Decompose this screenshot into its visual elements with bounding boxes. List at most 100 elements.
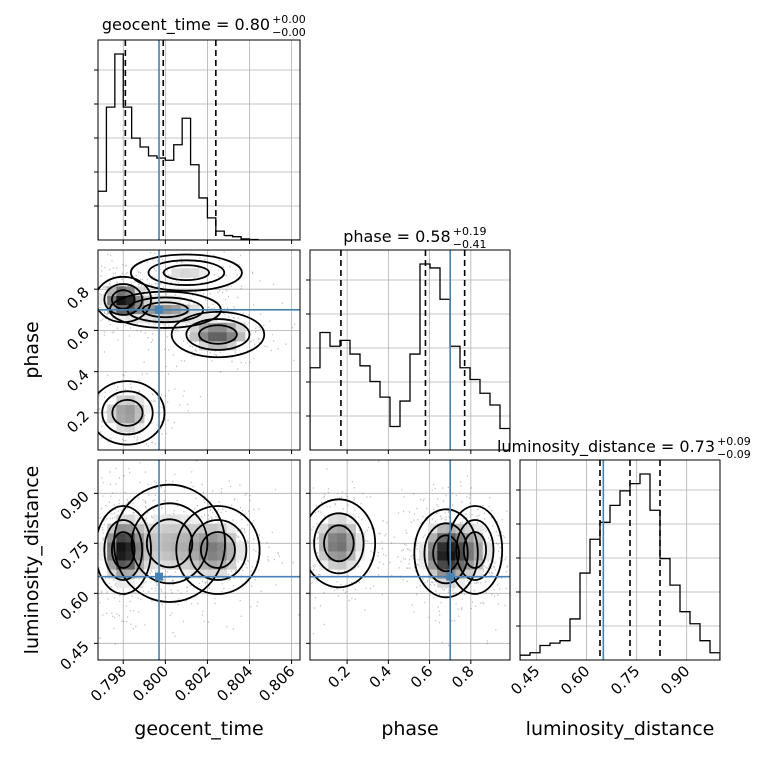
truth-marker <box>155 572 164 581</box>
density-cell <box>180 560 191 570</box>
density-cell <box>125 523 136 534</box>
contour-line <box>432 534 460 573</box>
density-cell <box>199 340 209 351</box>
density-cell <box>419 560 429 570</box>
density-cell <box>217 569 228 579</box>
y-axis-label-luminosity_distance: luminosity_distance <box>21 466 43 655</box>
panel-frame <box>309 249 511 451</box>
density-cell <box>346 514 356 525</box>
density-cell <box>134 541 145 552</box>
density-cell <box>116 550 127 561</box>
density-cell <box>473 560 484 570</box>
density-cell <box>171 514 182 525</box>
contour-line <box>129 253 243 292</box>
title-plus: +0.00 <box>272 13 306 26</box>
histogram-panel-phase <box>306 249 511 454</box>
x-tick-label: 0.804 <box>213 662 256 705</box>
density-cell <box>143 404 154 415</box>
density-cell <box>162 313 172 324</box>
density-cell <box>208 550 218 561</box>
density-cell <box>134 422 145 433</box>
density-cell <box>171 523 182 534</box>
y-tick-label: 0.2 <box>63 407 93 437</box>
panels <box>94 39 721 664</box>
y-axis-label-phase: phase <box>21 321 43 378</box>
contour-line <box>162 264 210 282</box>
density-cell <box>199 268 209 278</box>
density-cell <box>180 550 191 561</box>
histogram-line <box>310 263 510 450</box>
density-cell <box>134 404 145 415</box>
density-cell <box>208 560 218 570</box>
density-cell <box>153 541 163 552</box>
density-cell <box>153 532 163 543</box>
density-cell <box>437 523 447 534</box>
density-cell <box>437 569 447 579</box>
contour-line <box>198 324 238 345</box>
contour-line <box>323 524 355 563</box>
density-cell <box>455 578 466 588</box>
density-cell <box>217 550 228 561</box>
density-cell <box>107 286 117 296</box>
contour-line <box>103 519 144 581</box>
y-tick-label: 0.60 <box>56 587 92 623</box>
panel-frame <box>519 459 721 661</box>
density-cell <box>319 560 329 570</box>
density-cell <box>107 523 117 534</box>
density-cell <box>217 340 228 351</box>
density-cell <box>337 514 347 525</box>
density-cell <box>162 541 172 552</box>
density-cell <box>162 523 172 534</box>
density-cell <box>473 541 484 552</box>
density-cell <box>235 331 246 342</box>
contour-line <box>110 289 136 310</box>
contour-line <box>313 512 365 575</box>
density-cell <box>226 331 237 342</box>
density-cell <box>199 331 209 342</box>
density-cell <box>226 560 237 570</box>
density-cell <box>171 532 182 543</box>
density-cell <box>116 532 127 543</box>
density-cell <box>455 541 466 552</box>
density-cell <box>162 560 172 570</box>
contour-line <box>111 398 144 427</box>
density-cell <box>428 560 438 570</box>
density-cell <box>482 550 493 561</box>
contour-line <box>145 518 194 569</box>
y-tick-label: 0.45 <box>56 637 92 673</box>
density-cell <box>235 322 246 333</box>
density-cell <box>473 532 484 543</box>
title-plus: +0.19 <box>453 225 487 238</box>
density-cell <box>162 532 172 543</box>
contour-line <box>98 505 152 595</box>
density-cell <box>455 569 466 579</box>
density-cell <box>116 560 127 570</box>
panel-frame <box>97 459 301 661</box>
contour-line <box>188 519 248 581</box>
density-cell <box>143 532 154 543</box>
density-cell <box>208 340 218 351</box>
density-cell <box>355 532 366 543</box>
panel-titles: geocent_time = 0.80 +0.00−0.00 phase = 0.5… <box>102 13 751 461</box>
x-tick-label: 0.2 <box>324 662 354 692</box>
density-cell <box>482 541 493 552</box>
contour-line <box>98 380 166 446</box>
y-tick-label: 0.6 <box>63 325 93 355</box>
density-cell <box>116 413 127 424</box>
density-cell <box>337 550 347 561</box>
density-cell <box>125 413 136 424</box>
density-cell <box>337 541 347 552</box>
density-cell <box>116 541 127 552</box>
y-tick-label: 0.90 <box>56 487 92 523</box>
density-cell <box>189 523 200 534</box>
density-cell <box>226 541 237 552</box>
density-panel-geocent_time_vs_luminosity_distance <box>94 459 301 664</box>
density-cell <box>116 422 127 433</box>
density-cell <box>464 532 475 543</box>
density-cell <box>162 295 172 306</box>
density-cell <box>116 404 127 415</box>
density-cell <box>437 550 447 561</box>
density-cell <box>199 523 209 534</box>
density-cell <box>199 569 209 579</box>
contour-line <box>113 483 226 603</box>
